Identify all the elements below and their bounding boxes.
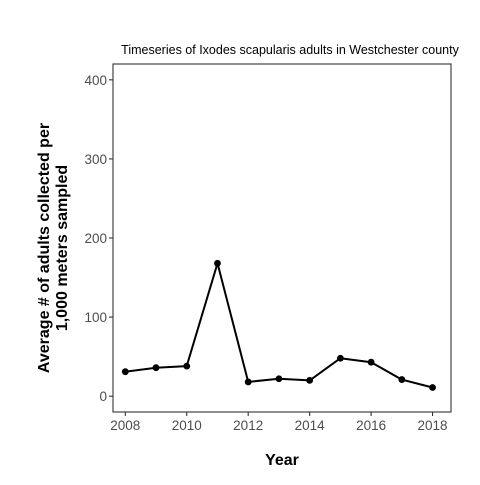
data-point: [121, 368, 129, 376]
x-tick-label: 2016: [356, 418, 386, 433]
x-tick-label: 2008: [110, 418, 140, 433]
y-tick-label: 400: [84, 73, 107, 88]
y-axis-title-line: 1,000 meters sampled: [54, 165, 71, 331]
y-axis-title: Average # of adults collected per1,000 m…: [36, 123, 71, 373]
y-tick-label: 0: [99, 389, 107, 404]
data-point: [306, 376, 314, 384]
data-point: [152, 364, 160, 372]
data-point: [336, 354, 344, 362]
x-axis-title: Year: [265, 452, 299, 469]
plot-panel-border: [112, 63, 452, 413]
axes: 0 100 200 300 400 2008 2010 2012 2014 2016 2018: [84, 63, 452, 433]
data-point: [183, 362, 191, 370]
plot-area: [121, 259, 436, 391]
y-tick-label: 100: [84, 310, 107, 325]
data-point: [398, 376, 406, 383]
data-point: [275, 375, 283, 383]
y-tick-label: 200: [84, 231, 107, 246]
chart-title: Timeseries of Ixodes scapularis adults i…: [121, 43, 459, 57]
y-axis-title-line: Average # of adults collected per: [36, 123, 53, 373]
x-tick-label: 2010: [172, 418, 202, 433]
data-point: [244, 378, 252, 386]
y-tick-label: 300: [84, 152, 107, 167]
data-point: [367, 358, 375, 366]
x-tick-label: 2018: [418, 418, 448, 433]
series-line: [124, 262, 434, 389]
data-point: [429, 384, 436, 391]
x-tick-label: 2012: [233, 418, 263, 433]
x-tick-label: 2014: [295, 418, 326, 433]
data-point: [214, 259, 221, 267]
